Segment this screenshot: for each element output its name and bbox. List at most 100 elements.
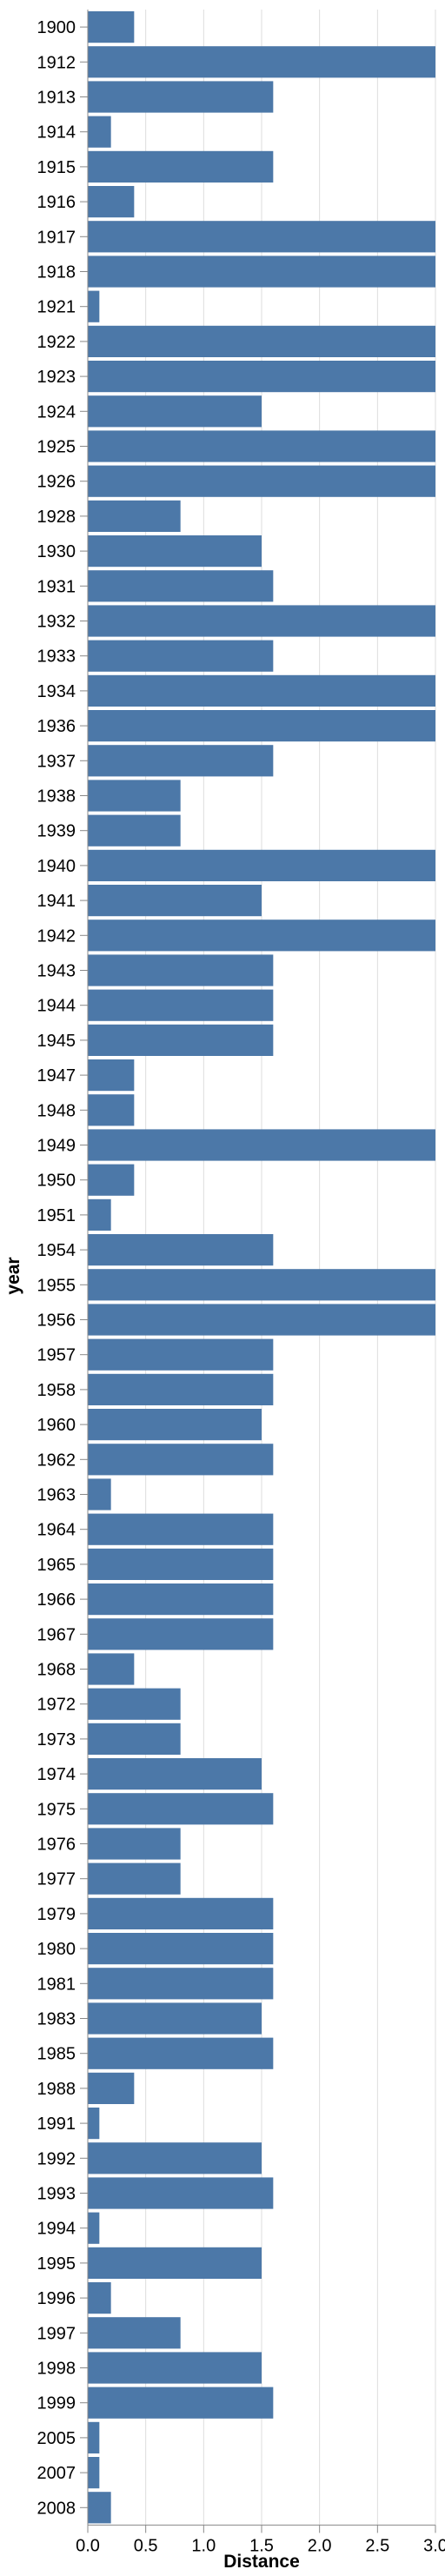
bar xyxy=(88,116,111,148)
y-tick-label: 1931 xyxy=(37,577,76,596)
y-tick-label: 1948 xyxy=(37,1101,76,1120)
y-tick-label: 1997 xyxy=(37,2324,76,2343)
bar xyxy=(88,1164,135,1196)
bar xyxy=(88,2247,262,2279)
y-tick-label: 1947 xyxy=(37,1066,76,1086)
y-tick-label: 1925 xyxy=(37,438,76,457)
y-tick-label: 1976 xyxy=(37,1836,76,1855)
bar xyxy=(88,1129,435,1161)
y-tick-label: 1957 xyxy=(37,1346,76,1365)
x-tick-label: 0.0 xyxy=(76,2536,100,2555)
bar xyxy=(88,500,181,532)
y-tick-label: 1939 xyxy=(37,822,76,841)
bar xyxy=(88,2317,181,2349)
bars xyxy=(88,11,435,2524)
x-tick-label: 2.5 xyxy=(365,2536,389,2555)
bar xyxy=(88,325,435,357)
y-tick-label: 1913 xyxy=(37,89,76,108)
y-tick-label: 1921 xyxy=(37,298,76,317)
y-tick-label: 1928 xyxy=(37,508,76,527)
bar xyxy=(88,605,435,637)
y-tick-label: 1995 xyxy=(37,2254,76,2274)
bar xyxy=(88,1688,181,1720)
bar xyxy=(88,186,135,218)
bar xyxy=(88,1618,274,1650)
y-tick-label: 1985 xyxy=(37,2045,76,2064)
y-tick-label: 1936 xyxy=(37,717,76,736)
bar xyxy=(88,745,274,777)
y-tick-label: 1994 xyxy=(37,2220,76,2239)
y-tick-label: 1940 xyxy=(37,857,76,876)
y-tick-label: 1966 xyxy=(37,1590,76,1610)
y-tick-label: 1923 xyxy=(37,368,76,387)
bar xyxy=(88,1373,274,1405)
y-tick-label: 1973 xyxy=(37,1730,76,1749)
y-tick-label: 1917 xyxy=(37,228,76,247)
bar xyxy=(88,1513,274,1545)
y-tick-label: 1964 xyxy=(37,1521,76,1540)
bar xyxy=(88,1059,135,1092)
y-tick-label: 1943 xyxy=(37,962,76,981)
bar xyxy=(88,221,435,253)
y-tick-label: 1918 xyxy=(37,263,76,282)
y-tick-label: 1991 xyxy=(37,2115,76,2134)
bar xyxy=(88,1583,274,1616)
bar xyxy=(88,290,100,322)
bar xyxy=(88,954,274,986)
bar xyxy=(88,2108,100,2140)
bar xyxy=(88,2352,262,2384)
y-tick-label: 1914 xyxy=(37,123,76,143)
bar xyxy=(88,710,435,742)
y-tick-label: 1924 xyxy=(37,402,76,422)
y-tick-label: 1926 xyxy=(37,473,76,492)
y-tick-label: 1950 xyxy=(37,1172,76,1191)
y-tick-label: 1942 xyxy=(37,926,76,946)
bar xyxy=(88,1444,274,1476)
gridlines xyxy=(87,10,436,2526)
x-tick-label: 2.0 xyxy=(308,2536,332,2555)
y-tick-label: 1945 xyxy=(37,1032,76,1051)
y-tick-label: 1992 xyxy=(37,2149,76,2168)
y-tick-label: 2007 xyxy=(37,2464,76,2483)
bar xyxy=(88,2387,274,2419)
bar xyxy=(88,570,274,602)
y-tick-label: 1974 xyxy=(37,1765,76,1784)
bar xyxy=(88,989,274,1021)
bar xyxy=(88,1828,181,1860)
y-tick-label: 1956 xyxy=(37,1311,76,1331)
bar xyxy=(88,1198,111,1231)
bar xyxy=(88,1548,274,1580)
x-axis-title: Distance xyxy=(223,2552,300,2572)
y-tick-label: 1937 xyxy=(37,752,76,771)
bar xyxy=(88,150,274,183)
bar xyxy=(88,814,181,846)
bar xyxy=(88,2282,111,2314)
y-tick-label: 1972 xyxy=(37,1696,76,1715)
bar xyxy=(88,11,135,43)
y-tick-label: 1932 xyxy=(37,613,76,632)
bar xyxy=(88,2177,274,2209)
y-tick-label: 1912 xyxy=(37,53,76,72)
bar xyxy=(88,1094,135,1126)
y-tick-label: 1999 xyxy=(37,2394,76,2413)
x-tick-label: 3.0 xyxy=(423,2536,445,2555)
bar xyxy=(88,1933,274,1965)
y-tick-label: 1980 xyxy=(37,1940,76,1959)
bar xyxy=(88,1653,135,1685)
y-tick-label: 1900 xyxy=(37,18,76,37)
y-tick-label: 1967 xyxy=(37,1625,76,1644)
bar xyxy=(88,640,274,672)
bar xyxy=(88,1478,111,1510)
y-tick-label: 1963 xyxy=(37,1486,76,1505)
y-axis-title: year xyxy=(3,1257,23,1294)
y-tick-label: 1930 xyxy=(37,542,76,561)
y-tick-label: 1955 xyxy=(37,1276,76,1295)
bar xyxy=(88,2421,100,2453)
y-tick-label: 1960 xyxy=(37,1416,76,1435)
y-tick-label: 1979 xyxy=(37,1905,76,1924)
y-tick-label: 1954 xyxy=(37,1241,76,1260)
bar xyxy=(88,2037,274,2069)
bar xyxy=(88,1024,274,1056)
bar xyxy=(88,2212,100,2244)
